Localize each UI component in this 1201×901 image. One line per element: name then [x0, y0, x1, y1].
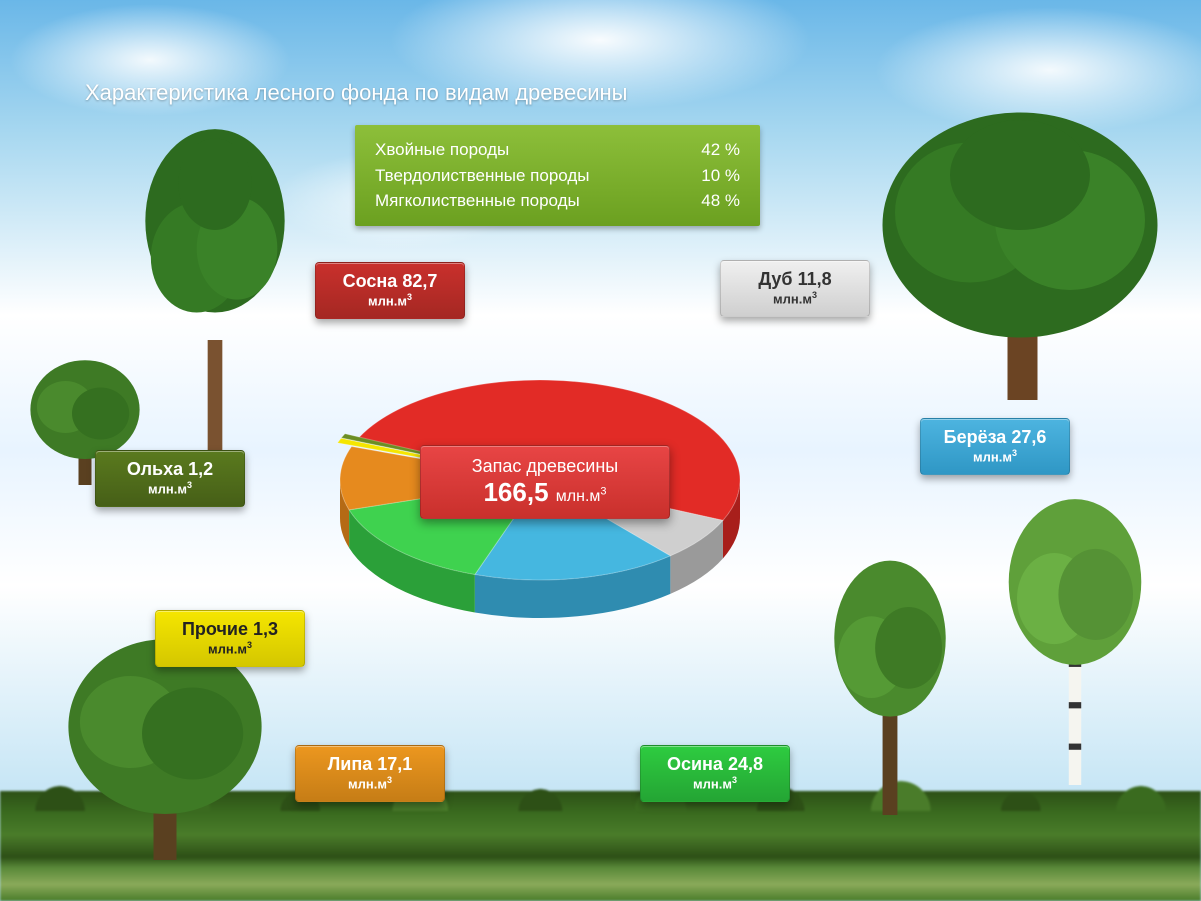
center-sup: 3 — [600, 486, 606, 498]
label-olha: Ольха 1,2млн.м3 — [95, 450, 245, 507]
summary-row-0: Хвойные породы 42 % — [375, 137, 740, 163]
label-bereza: Берёза 27,6 млн.м3 — [920, 418, 1070, 475]
label-bereza-unit: млн.м — [973, 449, 1012, 464]
label-sosna-unit: млн.м — [368, 293, 407, 308]
bereza-tree — [985, 495, 1165, 785]
label-lipa-unit: млн.м — [348, 776, 387, 791]
label-olha-sup: 3 — [187, 480, 192, 490]
label-dub-unit: млн.м — [773, 291, 812, 306]
center-unit: млн.м — [556, 488, 601, 505]
dub-tree — [870, 100, 1170, 400]
center-value: 166,5 — [483, 477, 548, 507]
summary-label-0: Хвойные породы — [375, 137, 509, 163]
label-osina-value: 24,8 — [728, 754, 763, 774]
label-lipa-name: Липа — [328, 754, 373, 774]
label-sosna: Сосна 82,7 млн.м3 — [315, 262, 465, 319]
summary-value-2: 48 % — [701, 188, 740, 214]
label-bereza-name: Берёза — [944, 427, 1007, 447]
label-lipa-value: 17,1 — [377, 754, 412, 774]
summary-value-0: 42 % — [701, 137, 740, 163]
label-bereza-sup: 3 — [1012, 448, 1017, 458]
center-line1: Запас древесины — [431, 456, 659, 477]
label-lipa-sup: 3 — [387, 775, 392, 785]
summary-row-1: Твердолиственные породы 10 % — [375, 163, 740, 189]
label-prochie-sup: 3 — [247, 640, 252, 650]
label-osina-unit: млн.м — [693, 776, 732, 791]
label-lipa: Липа 17,1 млн.м3 — [295, 745, 445, 802]
label-prochie-name: Прочие — [182, 619, 248, 639]
label-olha-name: Ольха — [127, 459, 183, 479]
summary-row-2: Мягколиственные породы 48 % — [375, 188, 740, 214]
label-osina-name: Осина — [667, 754, 723, 774]
label-osina: Осина 24,8 млн.м3 — [640, 745, 790, 802]
label-dub-sup: 3 — [812, 290, 817, 300]
label-prochie: Прочие 1,3 млн.м3 — [155, 610, 305, 667]
label-prochie-value: 1,3 — [253, 619, 278, 639]
summary-box: Хвойные породы 42 % Твердолиственные пор… — [355, 125, 760, 226]
summary-value-1: 10 % — [701, 163, 740, 189]
label-bereza-value: 27,6 — [1011, 427, 1046, 447]
label-dub-value: 11,8 — [798, 269, 832, 289]
label-dub: Дуб 11,8 млн.м3 — [720, 260, 870, 317]
page-title: Характеристика лесного фонда по видам др… — [85, 80, 627, 106]
label-sosna-name: Сосна — [343, 271, 398, 291]
label-prochie-unit: млн.м — [208, 641, 247, 656]
label-dub-name: Дуб — [758, 269, 792, 289]
summary-label-2: Мягколиственные породы — [375, 188, 580, 214]
center-label: Запас древесины 166,5 млн.м3 — [420, 445, 670, 519]
label-osina-sup: 3 — [732, 775, 737, 785]
label-olha-unit: млн.м — [148, 481, 187, 496]
center-line2: 166,5 млн.м3 — [431, 477, 659, 508]
label-olha-value: 1,2 — [188, 459, 213, 479]
osina-tree — [800, 555, 980, 815]
summary-label-1: Твердолиственные породы — [375, 163, 590, 189]
label-sosna-sup: 3 — [407, 292, 412, 302]
label-sosna-value: 82,7 — [402, 271, 437, 291]
